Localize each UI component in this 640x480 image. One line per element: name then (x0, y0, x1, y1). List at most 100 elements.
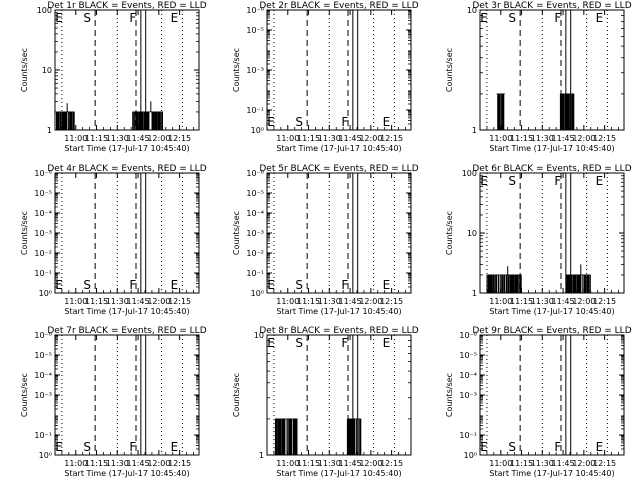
x-axis-label: Start Time (17-Jul-17 10:45:40) (64, 144, 189, 153)
events-trace (486, 274, 522, 293)
panel-title: Det 1r BLACK = Events, RED = LLD (47, 1, 206, 11)
x-tick-label: 11:45 (127, 134, 150, 143)
x-tick-label: 12:15 (380, 134, 403, 143)
y-tick-label: 10⁻¹ (459, 431, 477, 440)
x-tick-label: 11:00 (489, 297, 512, 306)
events-trace (56, 111, 75, 130)
x-tick-label: 11:45 (339, 297, 362, 306)
x-tick-label: 11:30 (531, 459, 554, 468)
x-tick-label: 11:15 (297, 459, 320, 468)
marker-letter-S: S (295, 115, 303, 129)
panel-title: Det 2r BLACK = Events, RED = LLD (259, 1, 418, 11)
y-tick-label: 10⁰ (251, 289, 264, 298)
marker-letter-S: S (295, 278, 303, 292)
y-axis-label: Counts/sec (445, 48, 454, 92)
y-tick-label: 1 (259, 451, 264, 460)
panel-title: Det 4r BLACK = Events, RED = LLD (47, 164, 206, 174)
events-trace (565, 274, 591, 293)
marker-letter-S: S (508, 11, 516, 25)
panel-6: Det 6r BLACK = Events, RED = LLD 1 10 100 Co… (445, 164, 632, 316)
panel-7: Det 7r BLACK = Events, RED = LLD 10⁰ 10⁻¹ 1… (20, 326, 207, 478)
x-tick-label: 11:15 (85, 134, 108, 143)
x-tick-label: 12:15 (168, 134, 191, 143)
x-tick-label: 11:00 (276, 297, 299, 306)
x-tick-label: 11:15 (510, 459, 533, 468)
x-tick-label: 12:15 (593, 459, 616, 468)
y-axis-label: Counts/sec (445, 373, 454, 417)
marker-letter-E-left: E (267, 278, 275, 292)
x-tick-label: 11:30 (531, 134, 554, 143)
x-tick-label: 11:30 (106, 297, 129, 306)
x-tick-label: 11:30 (318, 459, 341, 468)
y-tick-label: 10 (467, 6, 477, 15)
marker-letter-F: F (341, 115, 348, 129)
x-tick-label: 11:00 (489, 459, 512, 468)
y-tick-label: 10⁻⁶ (246, 6, 264, 15)
y-tick-label: 10⁻³ (246, 66, 264, 75)
y-axis-label: Counts/sec (20, 373, 29, 417)
y-axis-label: Counts/sec (20, 48, 29, 92)
panel-3: Det 3r BLACK = Events, RED = LLD 1 10 Count… (445, 1, 632, 153)
y-tick-label: 10⁻⁴ (459, 371, 477, 380)
marker-letter-E-left: E (480, 174, 488, 188)
panel-title: Det 8r BLACK = Events, RED = LLD (259, 326, 418, 336)
panel-1: Det 1r BLACK = Events, RED = LLD 1 10 100 Co… (20, 1, 207, 153)
x-tick-label: 11:30 (106, 134, 129, 143)
x-axis-label: Start Time (17-Jul-17 10:45:40) (64, 307, 189, 316)
events-trace (274, 418, 298, 455)
marker-letter-F: F (554, 11, 561, 25)
marker-letter-F: F (341, 336, 348, 350)
marker-letter-E: E (171, 11, 179, 25)
y-axis-label: Counts/sec (20, 211, 29, 255)
x-tick-label: 12:15 (380, 297, 403, 306)
marker-letter-E: E (383, 336, 391, 350)
marker-letter-E: E (596, 440, 604, 454)
y-tick-label: 10 (467, 229, 477, 238)
y-tick-label: 1 (472, 289, 477, 298)
x-tick-label: 12:15 (593, 134, 616, 143)
x-axis-label: Start Time (17-Jul-17 10:45:40) (489, 469, 614, 478)
panel-title: Det 6r BLACK = Events, RED = LLD (472, 164, 631, 174)
x-tick-label: 11:15 (85, 459, 108, 468)
y-tick-label: 10⁻⁴ (34, 209, 52, 218)
y-tick-label: 10⁻¹ (34, 269, 52, 278)
y-axis-label: Counts/sec (445, 211, 454, 255)
y-tick-label: 10⁻⁶ (246, 169, 264, 178)
x-tick-label: 11:45 (127, 459, 150, 468)
marker-letter-F: F (129, 278, 136, 292)
marker-letter-S: S (83, 440, 91, 454)
marker-letter-F: F (129, 11, 136, 25)
plot-frame (266, 334, 412, 456)
y-axis-label: Counts/sec (232, 373, 241, 417)
y-tick-label: 10⁻² (34, 249, 52, 258)
x-tick-label: 12:15 (168, 459, 191, 468)
plot-frame (479, 9, 625, 131)
x-tick-label: 12:00 (147, 297, 170, 306)
panel-9: Det 9r BLACK = Events, RED = LLD 10⁰ 10⁻¹ 1… (445, 326, 632, 478)
marker-letter-E-left: E (480, 11, 488, 25)
marker-letter-S: S (508, 174, 516, 188)
events-trace (346, 418, 362, 455)
marker-letter-F: F (554, 174, 561, 188)
marker-letter-E-left: E (267, 336, 275, 350)
marker-letter-E-left: E (55, 278, 63, 292)
y-tick-label: 10⁻³ (34, 391, 52, 400)
panel-4: Det 4r BLACK = Events, RED = LLD 10⁰ 10⁻¹ 1… (20, 164, 207, 316)
x-tick-label: 12:00 (359, 459, 382, 468)
x-tick-label: 11:15 (297, 297, 320, 306)
panel-8: Det 8r BLACK = Events, RED = LLD 1 10 Count… (232, 326, 419, 478)
x-tick-label: 12:00 (147, 134, 170, 143)
y-tick-label: 10 (42, 66, 52, 75)
marker-letter-E: E (171, 440, 179, 454)
y-axis-label: Counts/sec (232, 48, 241, 92)
x-tick-label: 11:45 (339, 134, 362, 143)
y-tick-label: 10⁻⁶ (34, 169, 52, 178)
marker-letter-S: S (508, 440, 516, 454)
y-tick-label: 10⁻² (246, 249, 264, 258)
panel-title: Det 7r BLACK = Events, RED = LLD (47, 326, 206, 336)
y-tick-label: 10⁻⁶ (459, 331, 477, 340)
panel-title: Det 5r BLACK = Events, RED = LLD (259, 164, 418, 174)
x-tick-label: 11:45 (552, 297, 575, 306)
